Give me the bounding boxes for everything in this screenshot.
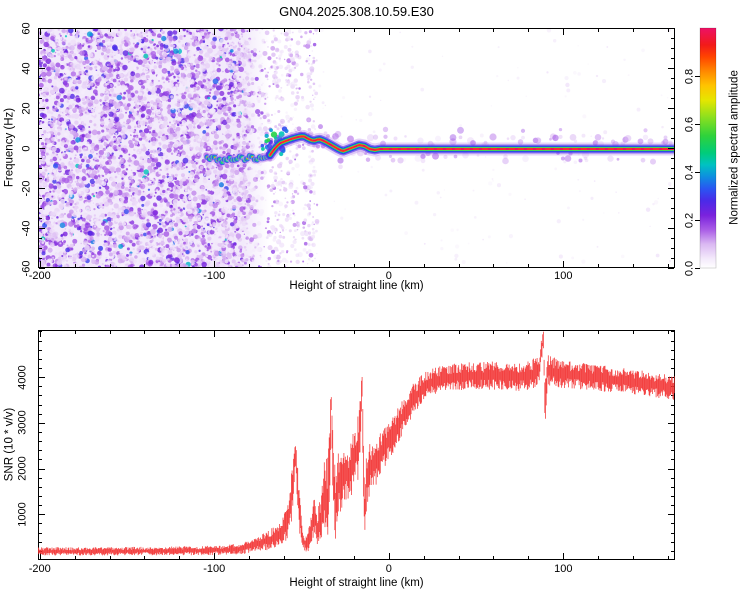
- snr-y-tick-label: 4000: [16, 364, 29, 390]
- colorbar-label: Normalized spectral amplitude: [728, 70, 741, 225]
- spectrogram-x-tick-label: -200: [28, 270, 51, 282]
- spectrogram-y-tick-label: -40: [20, 220, 33, 236]
- spectrogram-x-axis-label: Height of straight line (km): [289, 280, 424, 292]
- spectrogram-y-tick-label: 60: [20, 21, 33, 35]
- snr-y-tick-label: 1000: [16, 502, 29, 527]
- colorbar-tick-label: 0.2: [683, 212, 696, 228]
- snr-x-tick-label: 0: [385, 563, 392, 575]
- spectrogram-y-tick-label: 40: [20, 61, 33, 75]
- spectrogram-y-tick-label: 20: [20, 101, 33, 115]
- spectrogram-y-tick-label: -20: [20, 180, 33, 196]
- snr-x-axis-label: Height of straight line (km): [289, 577, 424, 589]
- spectrogram-y-tick-label: -60: [20, 260, 33, 276]
- spectrogram-x-tick-label: 100: [554, 270, 573, 282]
- snr-y-tick-label: 3000: [16, 410, 29, 436]
- snr-x-tick-label: 100: [554, 563, 573, 575]
- figure-title: GN04.2025.308.10.59.E30: [279, 4, 434, 19]
- snr-x-tick-label: -200: [28, 563, 51, 575]
- spectrogram-y-axis-label: Frequency (Hz): [3, 107, 16, 188]
- snr-y-tick-label: 2000: [16, 456, 29, 481]
- snr-x-tick-label: -100: [203, 563, 226, 575]
- colorbar-tick-label: 0.0: [683, 260, 696, 276]
- colorbar-tick-label: 0.6: [683, 116, 696, 132]
- spectrogram-x-tick-label: 0: [385, 270, 392, 282]
- spectrogram-y-tick-label: 0: [20, 144, 33, 152]
- snr-y-axis-label: SNR (10 * v/v): [3, 407, 16, 482]
- colorbar-tick-label: 0.4: [683, 164, 696, 180]
- spectrogram-x-tick-label: -100: [203, 270, 226, 282]
- colorbar-tick-label: 0.8: [683, 68, 696, 84]
